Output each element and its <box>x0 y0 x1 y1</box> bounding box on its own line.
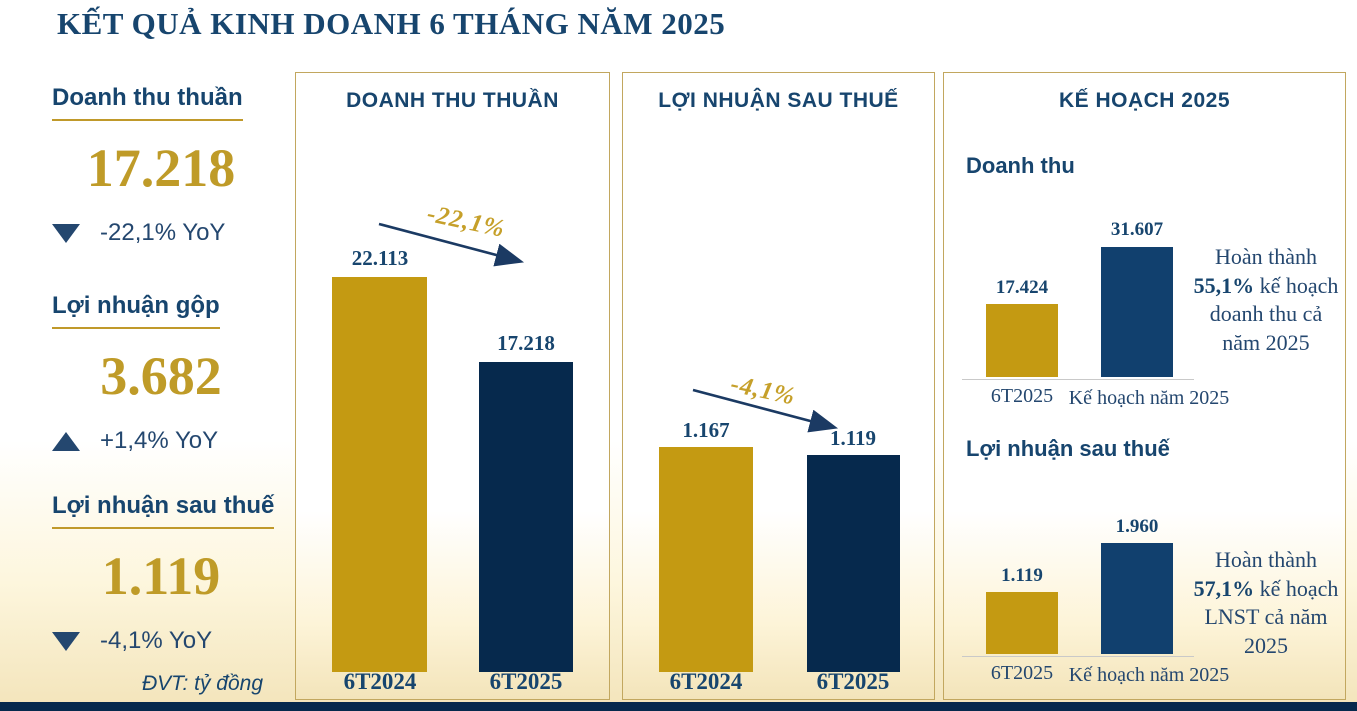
kpi-label: Lợi nhuận gộp <box>52 292 220 329</box>
kpi-change-row: +1,4% YoY <box>52 427 270 455</box>
kpi-value: 1.119 <box>101 546 221 606</box>
axis-baseline <box>962 379 1194 380</box>
x-tick: 6T2025 <box>990 385 1054 407</box>
bar-6T2025 <box>807 455 900 672</box>
decline-arrow-icon <box>378 222 525 267</box>
kpi-label: Lợi nhuận sau thuế <box>52 492 275 529</box>
page-title: KẾT QUẢ KINH DOANH 6 THÁNG NĂM 2025 <box>57 6 726 41</box>
kpi-change: -4,1% YoY <box>100 627 213 654</box>
kpi-change: -22,1% YoY <box>100 219 226 246</box>
plan-note-revenue: Hoàn thành 55,1% kế hoạch doanh thu cả n… <box>1192 243 1340 357</box>
plan-note-profit: Hoàn thành 57,1% kế hoạch LNST cả năm 20… <box>1192 546 1340 660</box>
bar-value: 1.167 <box>682 418 730 442</box>
kpi-label: Doanh thu thuần <box>52 84 243 121</box>
bar-6T2024 <box>332 277 427 672</box>
chart-panel-net-profit: LỢI NHUẬN SAU THUẾ -4,1% 1.167 1.119 6T2… <box>622 72 935 700</box>
x-tick: Kế hoạch năm 2025 <box>1068 387 1230 409</box>
kpi-change-row: -4,1% YoY <box>52 627 270 655</box>
bar-6T2025-profit <box>986 592 1058 654</box>
footer-bar <box>0 702 1357 711</box>
note-percent: 55,1% <box>1193 272 1255 298</box>
x-tick: 6T2025 <box>489 669 563 694</box>
note-text: kế hoạch LNST cả năm 2025 <box>1204 575 1339 658</box>
bar-value: 1.119 <box>1001 565 1043 586</box>
decline-arrow-icon <box>692 388 839 433</box>
kpi-change-row: -22,1% YoY <box>52 219 270 247</box>
kpi-change: +1,4% YoY <box>100 427 219 454</box>
bar-value: 17.424 <box>995 277 1049 298</box>
note-percent: 57,1% <box>1193 575 1255 601</box>
x-tick: 6T2025 <box>990 662 1054 684</box>
bar-value: 17.218 <box>497 331 555 355</box>
kpi-gross-profit: Lợi nhuận gộp 3.682 +1,4% YoY <box>52 292 270 455</box>
bar-6T2025 <box>479 362 573 672</box>
x-tick: 6T2025 <box>816 669 890 694</box>
kpi-value: 17.218 <box>86 138 236 198</box>
x-tick: 6T2024 <box>669 669 743 694</box>
kpi-value: 3.682 <box>100 346 222 406</box>
plan-title: KẾ HOẠCH 2025 <box>1058 89 1231 112</box>
note-text: kế hoạch doanh thu cả năm 2025 <box>1209 272 1339 355</box>
bar-plan-profit <box>1101 543 1173 654</box>
x-tick: 6T2024 <box>343 669 417 694</box>
triangle-down-icon <box>52 631 80 651</box>
chart-title: DOANH THU THUẦN <box>346 89 559 112</box>
chart-panel-net-revenue: DOANH THU THUẦN -22,1% 22.113 17.218 6T2… <box>295 72 610 700</box>
note-text: Hoàn thành <box>1214 244 1318 269</box>
triangle-up-icon <box>52 431 80 451</box>
bar-value: 1.960 <box>1115 516 1159 537</box>
kpi-net-revenue: Doanh thu thuần 17.218 -22,1% YoY <box>52 84 270 247</box>
kpi-net-profit: Lợi nhuận sau thuế 1.119 -4,1% YoY <box>52 492 275 655</box>
plan-subtitle-revenue: Doanh thu <box>966 153 1075 178</box>
unit-note: ĐVT: tỷ đồng <box>142 672 263 695</box>
x-tick: Kế hoạch năm 2025 <box>1068 664 1230 686</box>
bar-plan-revenue <box>1101 247 1173 377</box>
axis-baseline <box>962 656 1194 657</box>
bar-value: 22.113 <box>351 246 409 270</box>
bar-6T2024 <box>659 447 753 672</box>
note-text: Hoàn thành <box>1214 547 1318 572</box>
bar-6T2025-revenue <box>986 304 1058 377</box>
bar-value: 31.607 <box>1110 219 1164 240</box>
plan-subtitle-profit: Lợi nhuận sau thuế <box>966 436 1170 461</box>
plan-panel: KẾ HOẠCH 2025 Doanh thu 17.424 31.607 6T… <box>943 72 1346 700</box>
chart-title: LỢI NHUẬN SAU THUẾ <box>658 89 899 112</box>
triangle-down-icon <box>52 223 80 243</box>
bar-value: 1.119 <box>829 426 877 450</box>
